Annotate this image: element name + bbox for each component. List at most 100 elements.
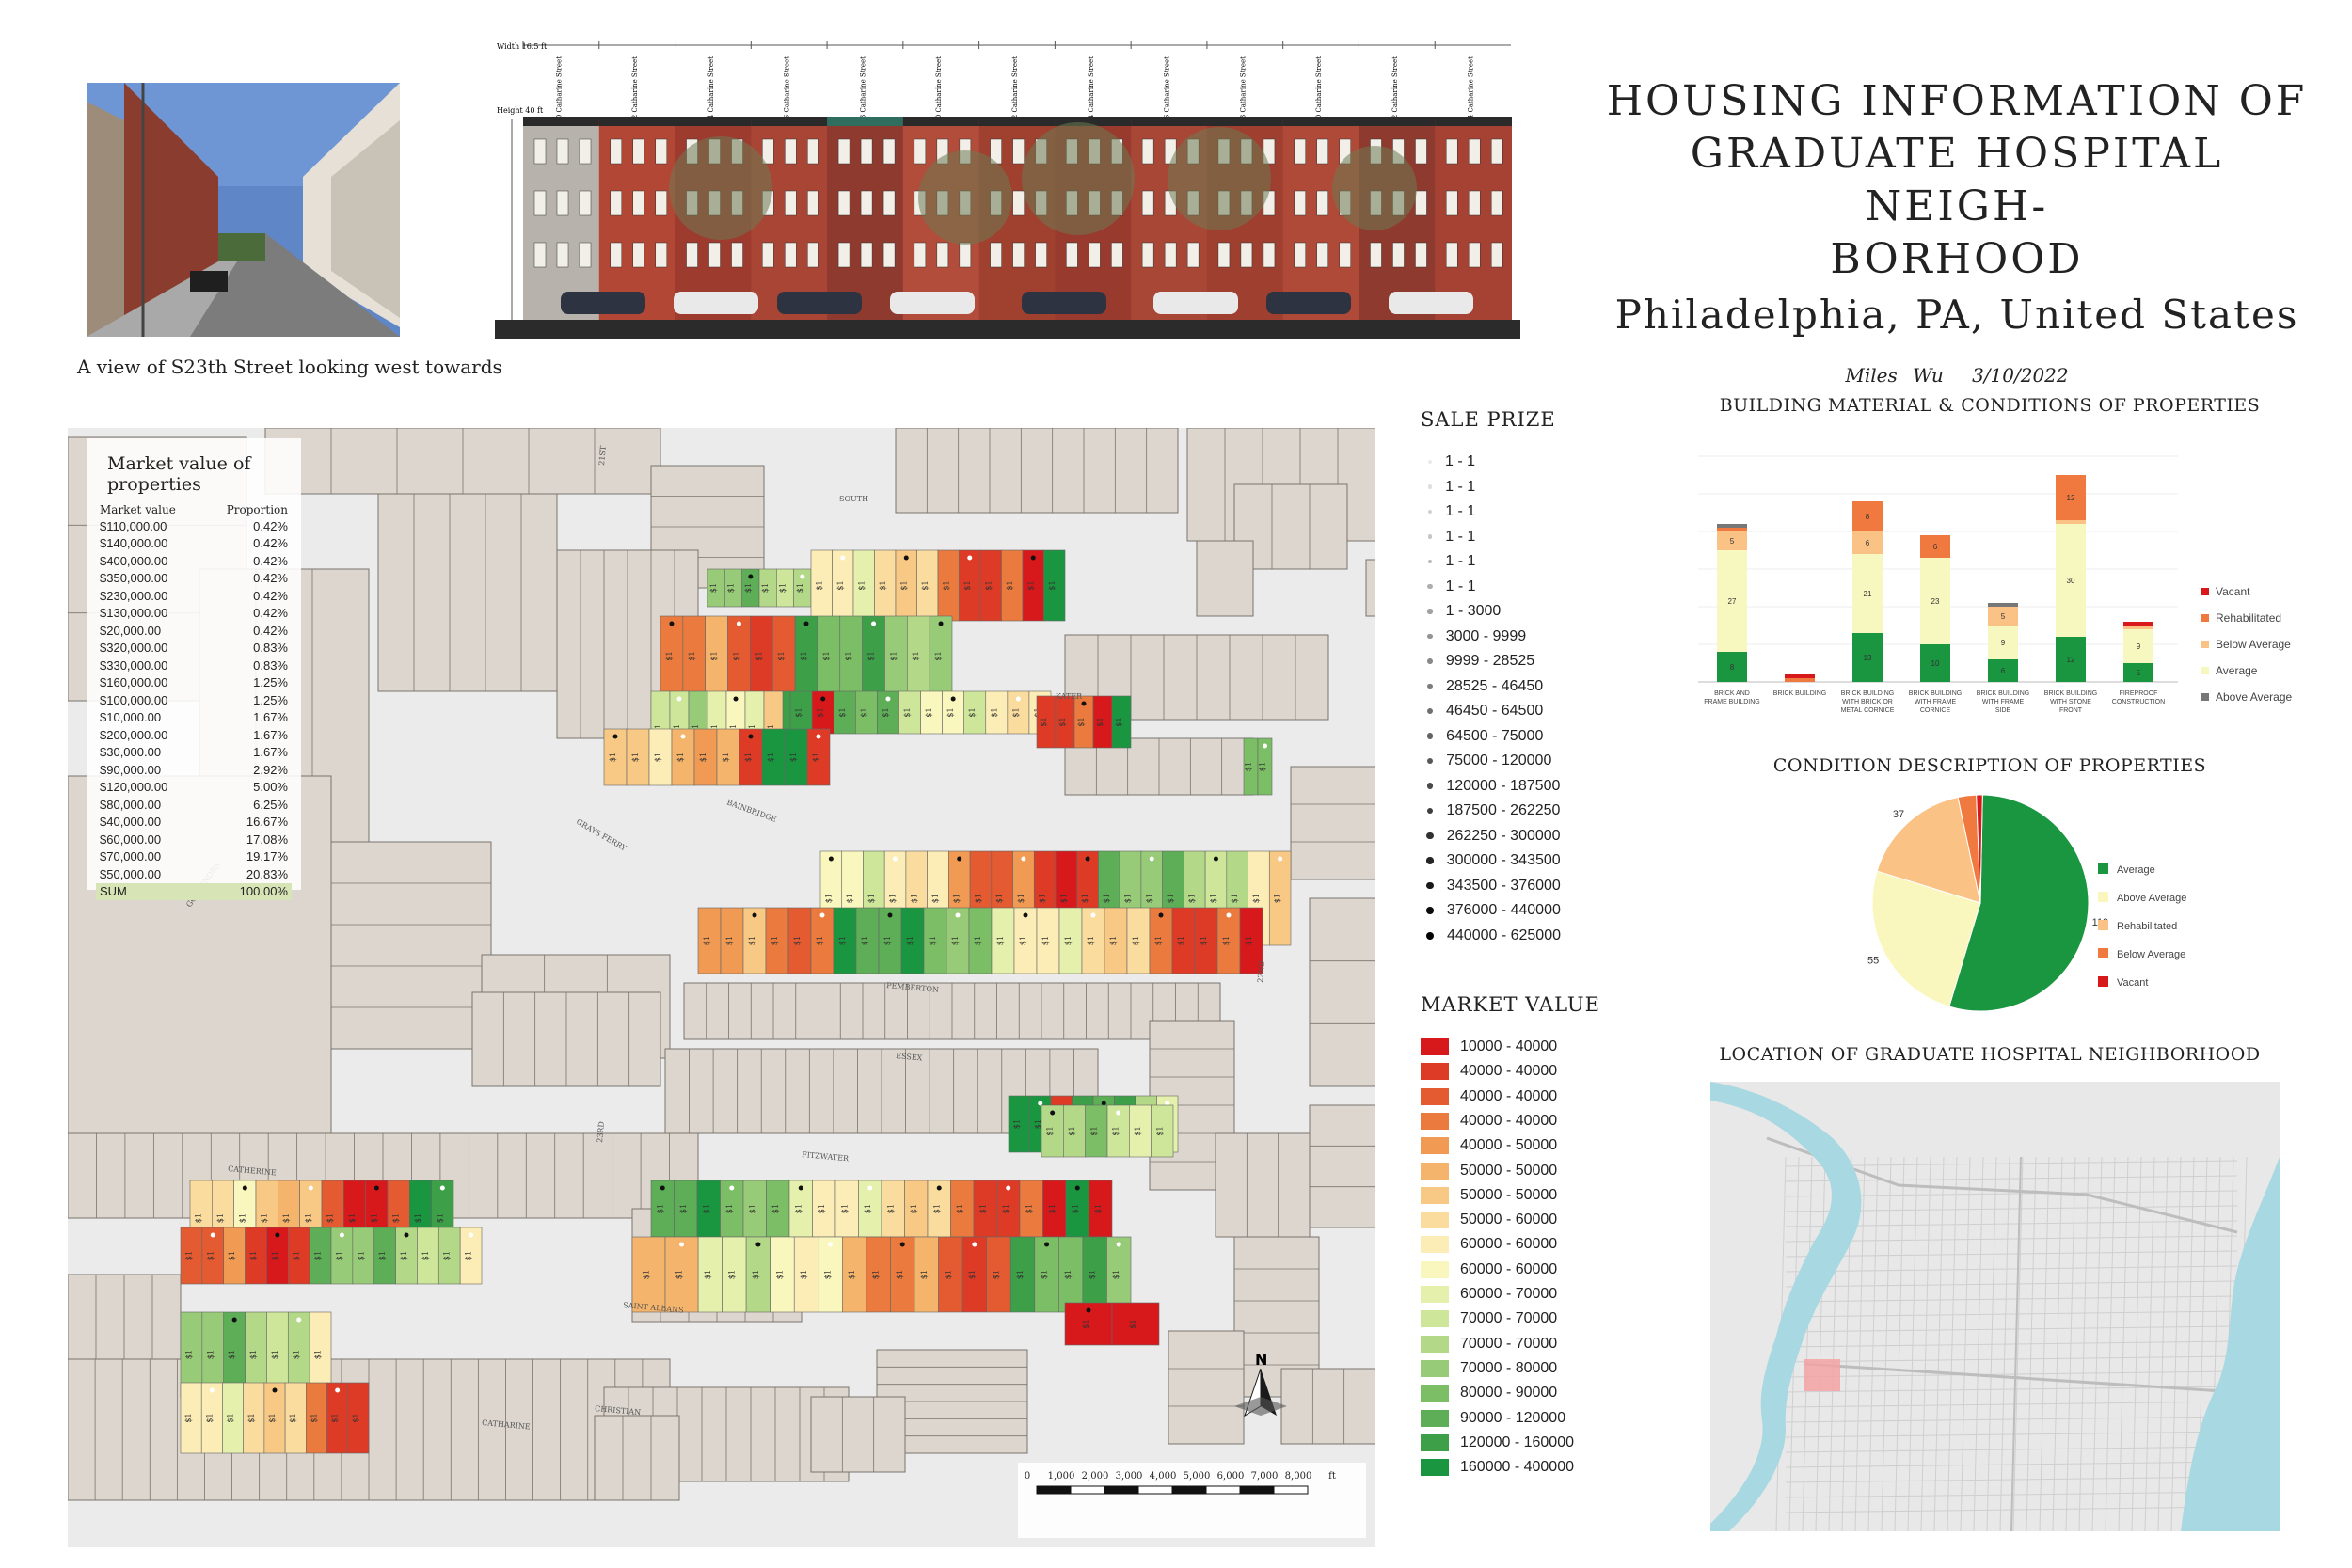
bar-data-label: 27 xyxy=(1728,597,1737,606)
scale-segment xyxy=(1171,1485,1207,1495)
facade-address: 2324 Catharine Street xyxy=(1468,56,1475,132)
parcel-label: $1 xyxy=(777,651,786,660)
table-row: $10,000.00 1.67% xyxy=(96,709,292,727)
parcel-label: $1 xyxy=(824,894,833,903)
parcel-label: $1 xyxy=(1231,894,1239,903)
parcel-label: $1 xyxy=(370,1213,378,1223)
bar-segment xyxy=(1852,554,1883,633)
parcel-label: $1 xyxy=(889,651,898,660)
parcel xyxy=(631,1236,666,1313)
sale-dot-icon xyxy=(1428,460,1432,464)
parcel-label: $1 xyxy=(704,1270,712,1279)
parcel-label: $1 xyxy=(331,1413,340,1422)
sale-legend-item: 1 - 1 xyxy=(1421,575,1476,599)
sale-dot xyxy=(755,1242,761,1247)
legend-label: Average xyxy=(2216,664,2258,677)
sale-dot xyxy=(1165,1101,1170,1106)
pie-legend-label: Above Average xyxy=(2117,893,2186,904)
table-row: $100,000.00 1.25% xyxy=(96,691,292,709)
sum-value: 100.00% xyxy=(202,882,292,900)
table-row: $50,000.00 20.83% xyxy=(96,865,292,883)
bar-chart-title: BUILDING MATERIAL & CONDITIONS OF PROPER… xyxy=(1719,395,2261,416)
bar-segment xyxy=(2123,622,2153,626)
bar-category-label: BRICK AND xyxy=(1714,690,1750,697)
sale-legend-label: 1 - 1 xyxy=(1445,478,1476,495)
market-value-cell: $40,000.00 xyxy=(100,815,162,830)
sale-dot-icon xyxy=(1426,832,1434,840)
market-swatch xyxy=(1421,1063,1449,1081)
parcel xyxy=(1081,907,1105,974)
facade-address: 2320 Catharine Street xyxy=(1315,56,1323,132)
market-legend-label: 90000 - 120000 xyxy=(1460,1409,1566,1426)
width-label: Width 16.5 ft xyxy=(497,42,548,51)
parcel-label: $1 xyxy=(883,936,892,945)
parcel-label: $1 xyxy=(1034,1119,1042,1129)
sale-dot xyxy=(828,1242,834,1247)
parcel-label: $1 xyxy=(861,936,869,945)
street-label: 21ST xyxy=(597,445,608,466)
proportion-cell: 0.42% xyxy=(253,623,288,638)
parcel-label: $1 xyxy=(1222,936,1231,945)
city-block xyxy=(471,991,661,1087)
parcel-label: $1 xyxy=(725,1204,734,1213)
scale-segment xyxy=(1205,1485,1241,1495)
parcel xyxy=(1013,907,1038,974)
sale-dot xyxy=(1116,1110,1121,1116)
bar-data-label: 21 xyxy=(1864,590,1872,598)
pie-legend-swatch xyxy=(2098,863,2108,874)
market-value-cell: $70,000.00 xyxy=(100,849,162,864)
bar-category-label: CORNICE xyxy=(1920,707,1951,714)
market-swatch xyxy=(1421,1112,1449,1130)
street-label: 23RD xyxy=(596,1121,606,1143)
pie-legend-label: Vacant xyxy=(2117,977,2148,989)
market-value-cell: $350,000.00 xyxy=(100,571,168,586)
parcel-label: $1 xyxy=(867,894,876,903)
market-value-cell: $140,000.00 xyxy=(100,536,168,551)
proportion-cell: 0.83% xyxy=(253,641,288,656)
market-value-cell: $30,000.00 xyxy=(100,745,162,760)
sale-legend-label: 120000 - 187500 xyxy=(1446,777,1561,794)
parcel-label: $1 xyxy=(421,1251,430,1260)
sale-legend-label: 46450 - 64500 xyxy=(1446,703,1544,719)
market-swatch xyxy=(1421,1260,1449,1278)
market-legend-label: 50000 - 60000 xyxy=(1460,1212,1558,1228)
north-arrow: N xyxy=(1234,1351,1287,1418)
parcel xyxy=(1151,1104,1174,1158)
parcel-label: $1 xyxy=(848,1270,856,1279)
parcel-label: $1 xyxy=(1025,1204,1033,1213)
market-legend-label: 50000 - 50000 xyxy=(1460,1162,1558,1179)
proportion-cell: 0.42% xyxy=(253,588,288,603)
scale-segment xyxy=(1104,1485,1139,1495)
bar-segment xyxy=(1988,659,2018,682)
bar-segment xyxy=(2123,663,2153,682)
parcel xyxy=(765,907,789,974)
parcel xyxy=(900,907,925,974)
bar-data-label: 13 xyxy=(1864,654,1872,662)
parcel-label: $1 xyxy=(1089,1126,1098,1135)
scale-label: 4,000 xyxy=(1150,1471,1177,1481)
proportion-cell: 17.08% xyxy=(246,832,288,847)
parcel-label: $1 xyxy=(984,580,993,590)
parcel-label: $1 xyxy=(899,580,908,590)
parcel-label: $1 xyxy=(800,651,808,660)
proportion-cell: 16.67% xyxy=(246,815,288,830)
sale-dot xyxy=(275,1232,280,1238)
market-legend-item: 80000 - 90000 xyxy=(1421,1381,1557,1405)
market-swatch xyxy=(1421,1359,1449,1377)
parcel xyxy=(459,1227,483,1285)
parcel-label: $1 xyxy=(205,1413,214,1422)
table-row: $30,000.00 1.67% xyxy=(96,744,292,762)
market-legend-label: 40000 - 50000 xyxy=(1460,1137,1558,1154)
market-legend-item: 40000 - 40000 xyxy=(1421,1059,1557,1084)
sale-dot xyxy=(272,1387,278,1393)
facade-address: 2300 Catharine Street xyxy=(555,56,563,132)
market-swatch xyxy=(1421,1162,1449,1180)
table-row: $20,000.00 0.42% xyxy=(96,622,292,640)
parcel-label: $1 xyxy=(348,1213,357,1223)
parcel-label: $1 xyxy=(727,1270,736,1279)
legend-swatch xyxy=(2201,667,2209,674)
market-value-table-title: Market value of properties xyxy=(107,453,251,495)
parcel xyxy=(1104,907,1128,974)
parcel-row: $1 $1 $1 $1 $1 $1 $1 $1 $1 $1 xyxy=(603,728,831,786)
parcel-label: $1 xyxy=(1011,707,1020,717)
